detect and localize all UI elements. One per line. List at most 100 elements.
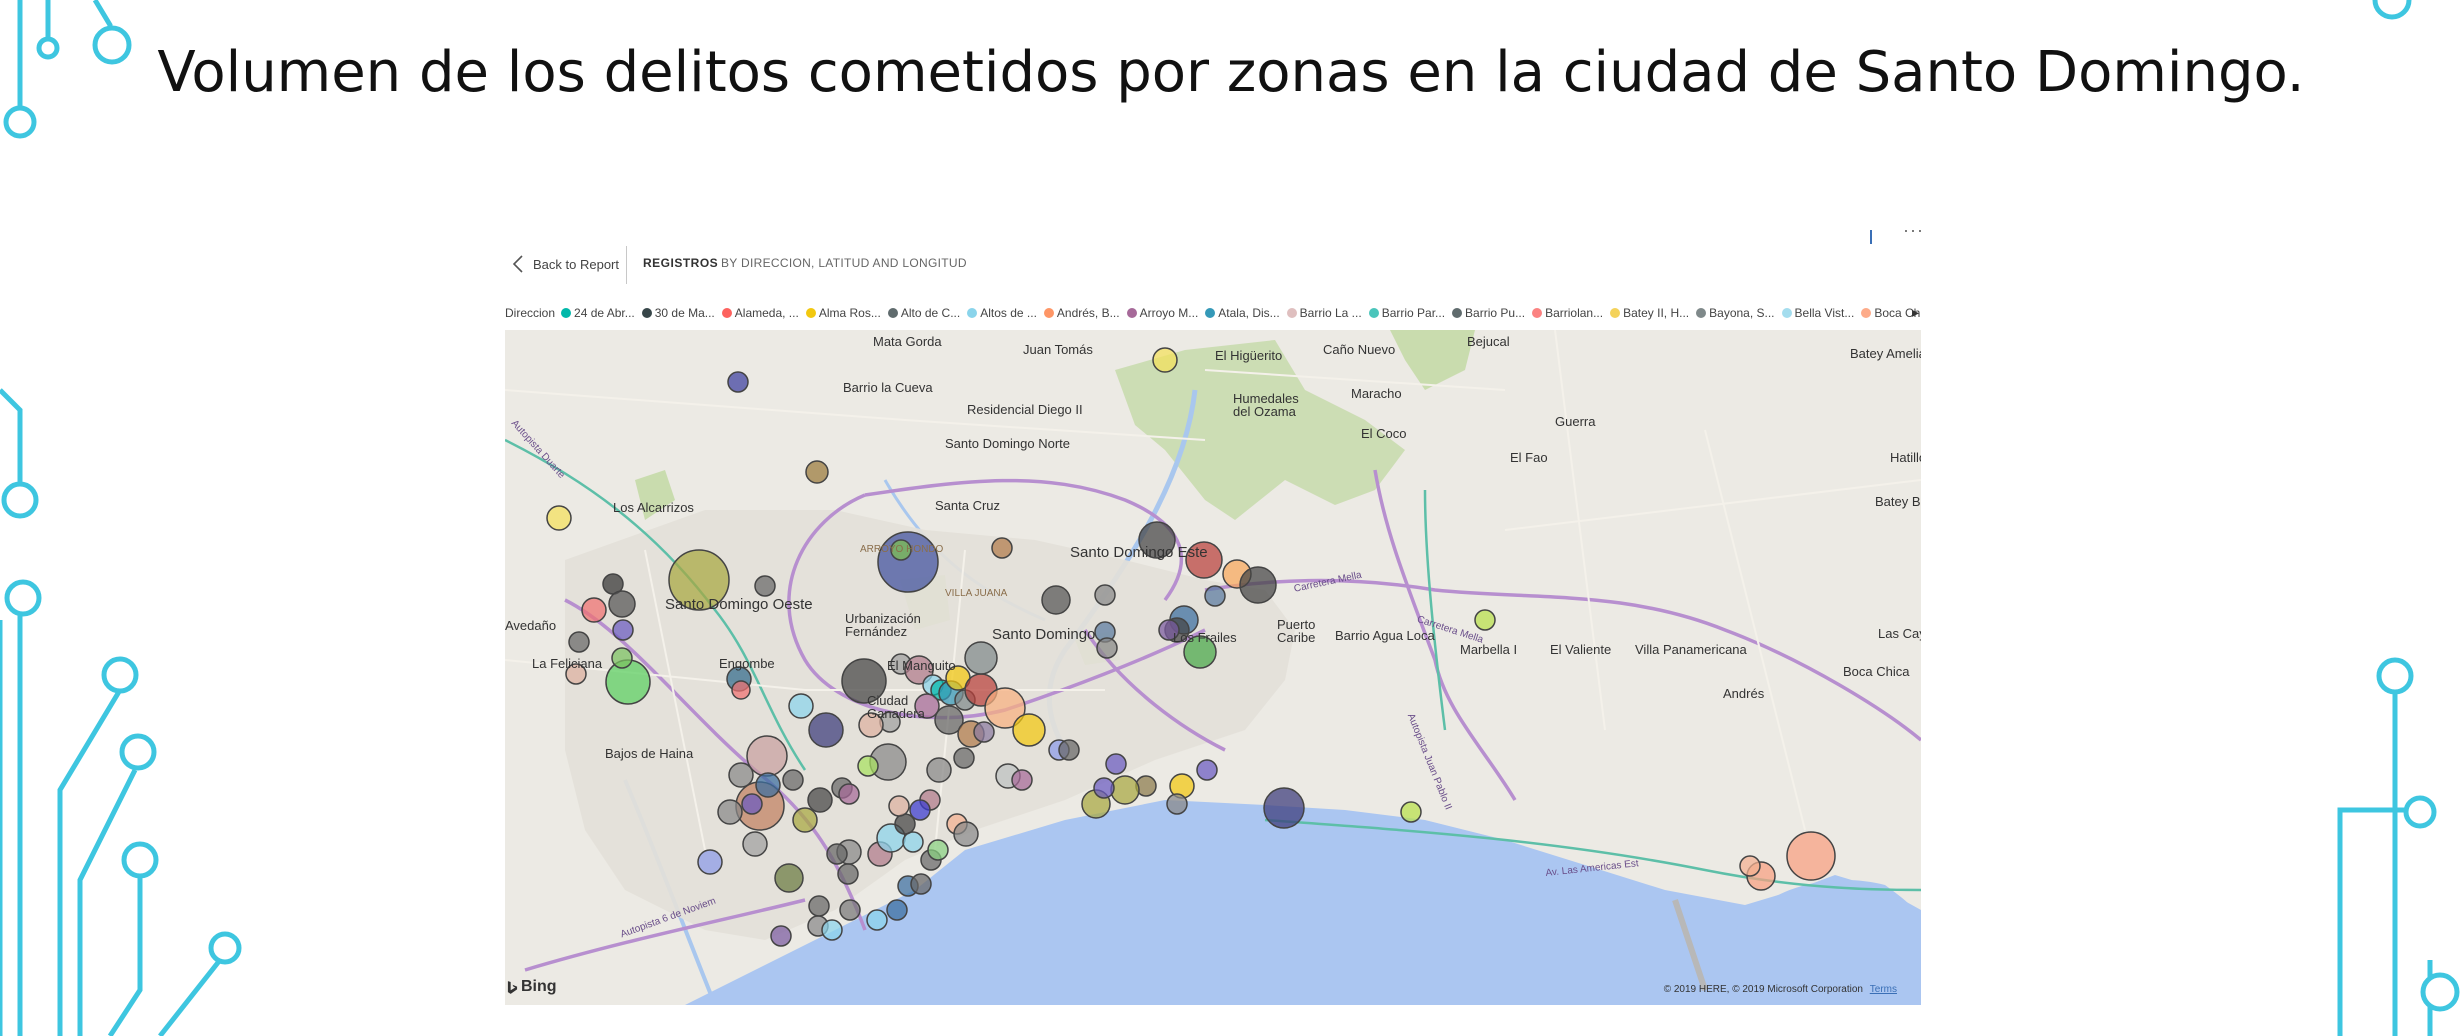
- crime-bubble[interactable]: [902, 831, 924, 853]
- crime-bubble[interactable]: [788, 693, 814, 719]
- legend-item[interactable]: Alameda, ...: [721, 306, 799, 320]
- crime-bubble[interactable]: [1786, 831, 1836, 881]
- legend-item[interactable]: Alma Ros...: [805, 306, 881, 320]
- crime-bubble[interactable]: [984, 687, 1026, 729]
- legend-item[interactable]: Batey II, H...: [1610, 306, 1689, 320]
- crime-bubble[interactable]: [612, 619, 634, 641]
- crime-bubble[interactable]: [808, 712, 844, 748]
- crime-bubble[interactable]: [742, 831, 768, 857]
- legend-item[interactable]: Barrio Pu...: [1452, 306, 1525, 320]
- crime-bubble[interactable]: [1196, 759, 1218, 781]
- crime-bubble[interactable]: [1739, 855, 1761, 877]
- crime-bubble[interactable]: [727, 371, 749, 393]
- crime-bubble[interactable]: [953, 821, 979, 847]
- crime-bubble[interactable]: [821, 919, 843, 941]
- legend-item[interactable]: Alto de C...: [887, 306, 960, 320]
- crime-bubble[interactable]: [1138, 521, 1176, 559]
- legend-item[interactable]: Boca Chic...: [1861, 306, 1921, 320]
- crime-bubble[interactable]: [1239, 566, 1277, 604]
- crime-bubble[interactable]: [953, 747, 975, 769]
- legend-item[interactable]: Barrio La ...: [1286, 306, 1362, 320]
- crime-bubble[interactable]: [770, 925, 792, 947]
- crime-bubble[interactable]: [1105, 753, 1127, 775]
- crime-bubble[interactable]: [1110, 775, 1140, 805]
- crime-bubble[interactable]: [1041, 585, 1071, 615]
- terms-link[interactable]: Terms: [1869, 984, 1897, 995]
- crime-bubble[interactable]: [746, 735, 788, 777]
- crime-bubble[interactable]: [888, 795, 910, 817]
- crime-bubble[interactable]: [1096, 637, 1118, 659]
- legend-item[interactable]: Barrio Par...: [1368, 306, 1445, 320]
- legend-next-arrow-icon[interactable]: ▸: [1911, 304, 1919, 320]
- crime-bubble[interactable]: [838, 783, 860, 805]
- legend-item[interactable]: Bayona, S...: [1696, 306, 1775, 320]
- crime-bubble[interactable]: [1204, 585, 1226, 607]
- crime-bubble[interactable]: [894, 813, 916, 835]
- crime-bubble[interactable]: [934, 705, 964, 735]
- crime-bubble[interactable]: [697, 849, 723, 875]
- crime-bubble[interactable]: [565, 663, 587, 685]
- crime-bubble[interactable]: [927, 839, 949, 861]
- legend-item[interactable]: Bella Vist...: [1781, 306, 1854, 320]
- crime-bubble[interactable]: [1058, 739, 1080, 761]
- crime-bubble[interactable]: [886, 899, 908, 921]
- crime-bubble[interactable]: [857, 755, 879, 777]
- crime-bubble[interactable]: [858, 712, 884, 738]
- legend-item[interactable]: 30 de Ma...: [641, 306, 715, 320]
- legend-item[interactable]: Andrés, B...: [1043, 306, 1120, 320]
- crime-bubble[interactable]: [1263, 787, 1305, 829]
- crime-bubble[interactable]: [1093, 777, 1115, 799]
- crime-bubble[interactable]: [581, 597, 607, 623]
- crime-bubble[interactable]: [1012, 713, 1046, 747]
- crime-bubble[interactable]: [1094, 584, 1116, 606]
- map-area[interactable]: Mata Gorda Juan Tomás El Higüerito Caño Nue…: [505, 330, 1921, 1005]
- legend-item[interactable]: 24 de Abr...: [561, 306, 635, 320]
- crime-bubble[interactable]: [546, 505, 572, 531]
- crime-bubble[interactable]: [1152, 347, 1178, 373]
- crime-bubble[interactable]: [964, 641, 998, 675]
- crime-bubble[interactable]: [774, 863, 804, 893]
- tab-registros[interactable]: REGISTROS: [643, 256, 719, 270]
- crime-bubble[interactable]: [608, 590, 636, 618]
- crime-bubble[interactable]: [754, 575, 776, 597]
- crime-bubble[interactable]: [1183, 635, 1217, 669]
- crime-bubble[interactable]: [991, 537, 1013, 559]
- legend-item[interactable]: Altos de ...: [967, 306, 1037, 320]
- crime-bubble[interactable]: [909, 799, 931, 821]
- crime-bubble[interactable]: [910, 873, 932, 895]
- crime-bubble[interactable]: [728, 762, 754, 788]
- legend-item[interactable]: Arroyo M...: [1126, 306, 1198, 320]
- crime-bubble[interactable]: [1158, 619, 1180, 641]
- legend-item[interactable]: Atala, Dis...: [1205, 306, 1280, 320]
- legend-item[interactable]: Barriolan...: [1532, 306, 1603, 320]
- crime-bubble[interactable]: [973, 721, 995, 743]
- crime-bubble[interactable]: [926, 757, 952, 783]
- crime-bubble[interactable]: [877, 531, 939, 593]
- crime-bubble[interactable]: [568, 631, 590, 653]
- crime-bubble[interactable]: [914, 693, 940, 719]
- more-options-icon[interactable]: ···: [1903, 220, 1924, 240]
- crime-bubble[interactable]: [841, 658, 887, 704]
- crime-bubble[interactable]: [1474, 609, 1496, 631]
- crime-bubble[interactable]: [1011, 769, 1033, 791]
- crime-bubble[interactable]: [755, 772, 781, 798]
- crime-bubble[interactable]: [1185, 541, 1223, 579]
- crime-bubble[interactable]: [782, 769, 804, 791]
- crime-bubble[interactable]: [890, 539, 912, 561]
- crime-bubble[interactable]: [792, 807, 818, 833]
- crime-bubble[interactable]: [826, 843, 848, 865]
- crime-bubble[interactable]: [808, 895, 830, 917]
- crime-bubble[interactable]: [717, 799, 743, 825]
- back-to-report-button[interactable]: Back to Report: [511, 254, 619, 274]
- crime-bubble[interactable]: [1166, 793, 1188, 815]
- crime-bubble[interactable]: [611, 647, 633, 669]
- crime-bubble[interactable]: [807, 787, 833, 813]
- crime-bubble[interactable]: [668, 549, 730, 611]
- crime-bubble[interactable]: [866, 909, 888, 931]
- focus-mode-icon[interactable]: [1870, 230, 1872, 244]
- crime-bubble[interactable]: [731, 680, 751, 700]
- crime-bubble[interactable]: [805, 460, 829, 484]
- crime-bubble[interactable]: [741, 793, 763, 815]
- crime-bubble[interactable]: [1400, 801, 1422, 823]
- crime-bubble[interactable]: [837, 863, 859, 885]
